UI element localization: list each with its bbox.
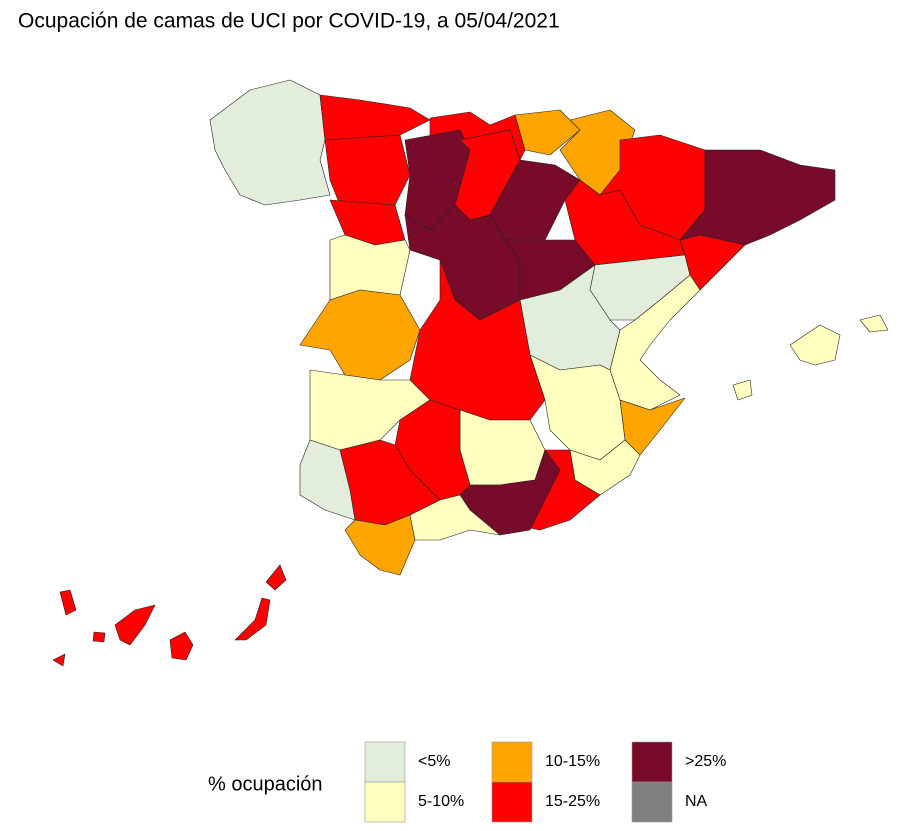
- legend-label: <5%: [418, 753, 450, 770]
- map: [52, 79, 889, 667]
- legend-label: 5-10%: [418, 793, 464, 810]
- legend-label: 10-15%: [545, 753, 600, 770]
- legend-swatch: [631, 741, 673, 783]
- province: [209, 79, 331, 206]
- province: [409, 494, 501, 541]
- province: [319, 94, 431, 141]
- province: [92, 631, 106, 643]
- province: [114, 604, 156, 646]
- province: [732, 379, 753, 401]
- province: [265, 564, 287, 591]
- legend-title: % ocupación: [208, 773, 323, 795]
- legend-label: 15-25%: [545, 793, 600, 810]
- legend-swatch: [364, 781, 406, 823]
- province: [52, 653, 66, 667]
- province: [609, 274, 701, 411]
- province: [789, 324, 841, 366]
- province: [329, 234, 411, 301]
- legend-swatch: [491, 781, 533, 823]
- province: [299, 439, 356, 521]
- legend-swatch: [364, 741, 406, 783]
- province: [459, 409, 546, 486]
- province: [59, 589, 77, 616]
- legend-label: NA: [685, 793, 708, 810]
- legend: <5% 5-10% 10-15% 15-25% >25% NA: [364, 741, 726, 823]
- province: [299, 289, 421, 381]
- province: [514, 109, 581, 156]
- province: [169, 631, 194, 661]
- province: [234, 597, 271, 641]
- province: [859, 314, 889, 333]
- province: [324, 134, 411, 206]
- province: [679, 149, 836, 246]
- legend-label: >25%: [685, 753, 726, 770]
- province: [344, 514, 416, 576]
- legend-swatch: [631, 781, 673, 823]
- legend-swatch: [491, 741, 533, 783]
- map-title: Ocupación de camas de UCI por COVID-19, …: [18, 10, 560, 33]
